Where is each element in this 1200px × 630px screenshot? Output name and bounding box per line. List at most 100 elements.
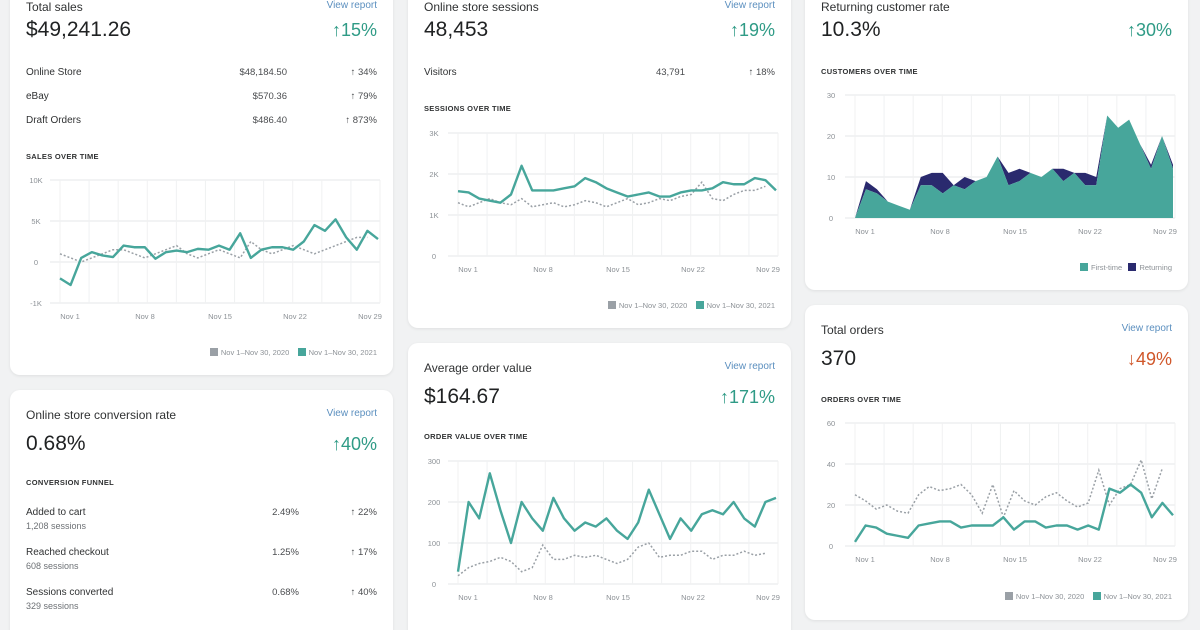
- orders-over-time-chart: 60 40 20 0 Nov 1 Nov 8 Nov 15 Nov 22 Nov 29: [827, 419, 1177, 564]
- legend-swatch: [1079, 263, 1088, 271]
- chart-legend: Nov 1–Nov 30, 2020 Nov 1–Nov 30, 2021: [607, 301, 775, 310]
- total-sales-card: Total sales View report $49,241.26 ↑15% …: [10, 0, 393, 375]
- x-tick-label: Nov 15: [1003, 555, 1027, 564]
- view-report-link[interactable]: View report: [724, 361, 775, 372]
- sessions-card: Online store sessions View report 48,453…: [408, 0, 791, 328]
- legend-label: Nov 1–Nov 30, 2020: [618, 301, 688, 310]
- row-change: ↑ 22%: [350, 507, 377, 518]
- row-change: ↑ 873%: [345, 115, 377, 126]
- row-value: 1.25%: [272, 547, 299, 558]
- funnel-row: Reached checkout 608 sessions 1.25% ↑ 17…: [26, 547, 377, 571]
- x-tick-label: Nov 22: [681, 593, 705, 602]
- y-tick-label: 300: [428, 457, 441, 466]
- legend-item-2020: Nov 1–Nov 30, 2020: [209, 348, 290, 357]
- metric-value: 48,453: [424, 18, 489, 41]
- x-tick-label: Nov 8: [930, 227, 950, 236]
- x-tick-label: Nov 29: [1153, 227, 1177, 236]
- section-heading: CONVERSION FUNNEL: [26, 478, 115, 487]
- chart-legend: Nov 1–Nov 30, 2020 Nov 1–Nov 30, 2021: [1004, 592, 1172, 601]
- x-tick-label: Nov 8: [533, 593, 553, 602]
- card-title: Average order value: [424, 361, 532, 375]
- legend-swatch: [695, 301, 704, 309]
- legend-swatch: [1128, 263, 1137, 271]
- view-report-link[interactable]: View report: [326, 408, 377, 419]
- customers-over-time-chart: 30 20 10 0 Nov 1 Nov 8 Nov 15 Nov 22 Nov 29: [827, 91, 1177, 236]
- y-tick-label: 3K: [429, 129, 438, 138]
- x-tick-label: Nov 22: [1078, 227, 1102, 236]
- row-sessions: 329 sessions: [26, 601, 79, 611]
- x-tick-label: Nov 22: [1078, 555, 1102, 564]
- order-value-over-time-chart: 300 200 100 0 Nov 1 Nov 8 Nov 15 Nov 22 Nov 29: [428, 457, 780, 602]
- legend-swatch: [209, 348, 218, 356]
- legend-item-2021: Nov 1–Nov 30, 2021: [297, 348, 377, 357]
- change-indicator: ↑30%: [1126, 20, 1172, 40]
- x-tick-label: Nov 15: [606, 265, 630, 274]
- change-indicator: ↑40%: [331, 434, 377, 454]
- legend-swatch: [607, 301, 616, 309]
- y-tick-label: -1K: [30, 299, 42, 308]
- change-indicator: ↑19%: [729, 20, 775, 40]
- x-tick-label: Nov 29: [756, 265, 780, 274]
- series-line-2021: [456, 472, 777, 572]
- y-tick-label: 20: [827, 132, 835, 141]
- section-heading: SESSIONS OVER TIME: [424, 104, 512, 113]
- series-line-2020: [59, 236, 368, 263]
- metric-value: 0.68%: [26, 432, 86, 455]
- x-tick-label: Nov 29: [1153, 555, 1177, 564]
- y-tick-label: 0: [829, 542, 833, 551]
- legend-item-2020: Nov 1–Nov 30, 2020: [607, 301, 688, 310]
- x-tick-label: Nov 1: [855, 555, 875, 564]
- chart-legend: First-time Returning: [1079, 263, 1172, 272]
- y-tick-label: 0: [829, 214, 833, 223]
- row-label: Online Store: [26, 67, 82, 78]
- legend-swatch: [1004, 592, 1013, 600]
- metric-value: 10.3%: [821, 18, 881, 41]
- funnel-row: Added to cart 1,208 sessions 2.49% ↑ 22%: [26, 507, 377, 531]
- x-tick-label: Nov 1: [855, 227, 875, 236]
- x-tick-label: Nov 1: [458, 265, 478, 274]
- legend-label: Nov 1–Nov 30, 2020: [220, 348, 290, 357]
- card-title: Total sales: [26, 0, 83, 14]
- view-report-link[interactable]: View report: [724, 0, 775, 11]
- y-tick-label: 5K: [31, 217, 40, 226]
- series-line-2020: [457, 180, 766, 208]
- row-label: eBay: [26, 91, 49, 102]
- funnel-row: Sessions converted 329 sessions 0.68% ↑ …: [26, 587, 377, 611]
- x-tick-label: Nov 8: [930, 555, 950, 564]
- card-title: Online store conversion rate: [26, 408, 177, 422]
- view-report-link[interactable]: View report: [1121, 323, 1172, 334]
- row-sessions: 608 sessions: [26, 561, 79, 571]
- row-value: $570.36: [252, 91, 287, 102]
- legend-swatch: [297, 348, 306, 356]
- series-line-2021: [457, 164, 777, 204]
- card-title: Online store sessions: [424, 0, 539, 14]
- row-change: ↑ 40%: [350, 587, 377, 598]
- average-order-value-card: Average order value View report $164.67 …: [408, 343, 791, 630]
- breakdown-row: eBay $570.36 ↑ 79%: [26, 91, 377, 107]
- card-title: Total orders: [821, 323, 884, 337]
- legend-item-returning: Returning: [1128, 263, 1172, 272]
- breakdown-row: Visitors 43,791 ↑ 18%: [424, 67, 775, 83]
- x-tick-label: Nov 8: [533, 265, 553, 274]
- row-change: ↑ 34%: [350, 67, 377, 78]
- y-tick-label: 10K: [29, 176, 42, 185]
- metric-value: $49,241.26: [26, 18, 132, 41]
- returning-customer-card: Returning customer rate 10.3% ↑30% CUSTO…: [805, 0, 1188, 290]
- x-tick-label: Nov 15: [208, 312, 232, 321]
- y-tick-label: 100: [428, 539, 441, 548]
- section-heading: ORDER VALUE OVER TIME: [424, 432, 528, 441]
- row-sessions: 1,208 sessions: [26, 521, 87, 531]
- row-label: Visitors: [424, 67, 457, 78]
- legend-swatch: [1092, 592, 1101, 600]
- y-tick-label: 2K: [429, 170, 438, 179]
- y-tick-label: 0: [432, 252, 436, 261]
- section-heading: SALES OVER TIME: [26, 152, 99, 161]
- y-tick-label: 20: [827, 501, 835, 510]
- y-tick-label: 60: [827, 419, 835, 428]
- view-report-link[interactable]: View report: [326, 0, 377, 11]
- row-label: Reached checkout: [26, 547, 109, 558]
- change-indicator: ↓49%: [1126, 349, 1172, 369]
- y-tick-label: 1K: [429, 211, 438, 220]
- conversion-rate-card: Online store conversion rate View report…: [10, 390, 393, 630]
- y-tick-label: 10: [827, 173, 835, 182]
